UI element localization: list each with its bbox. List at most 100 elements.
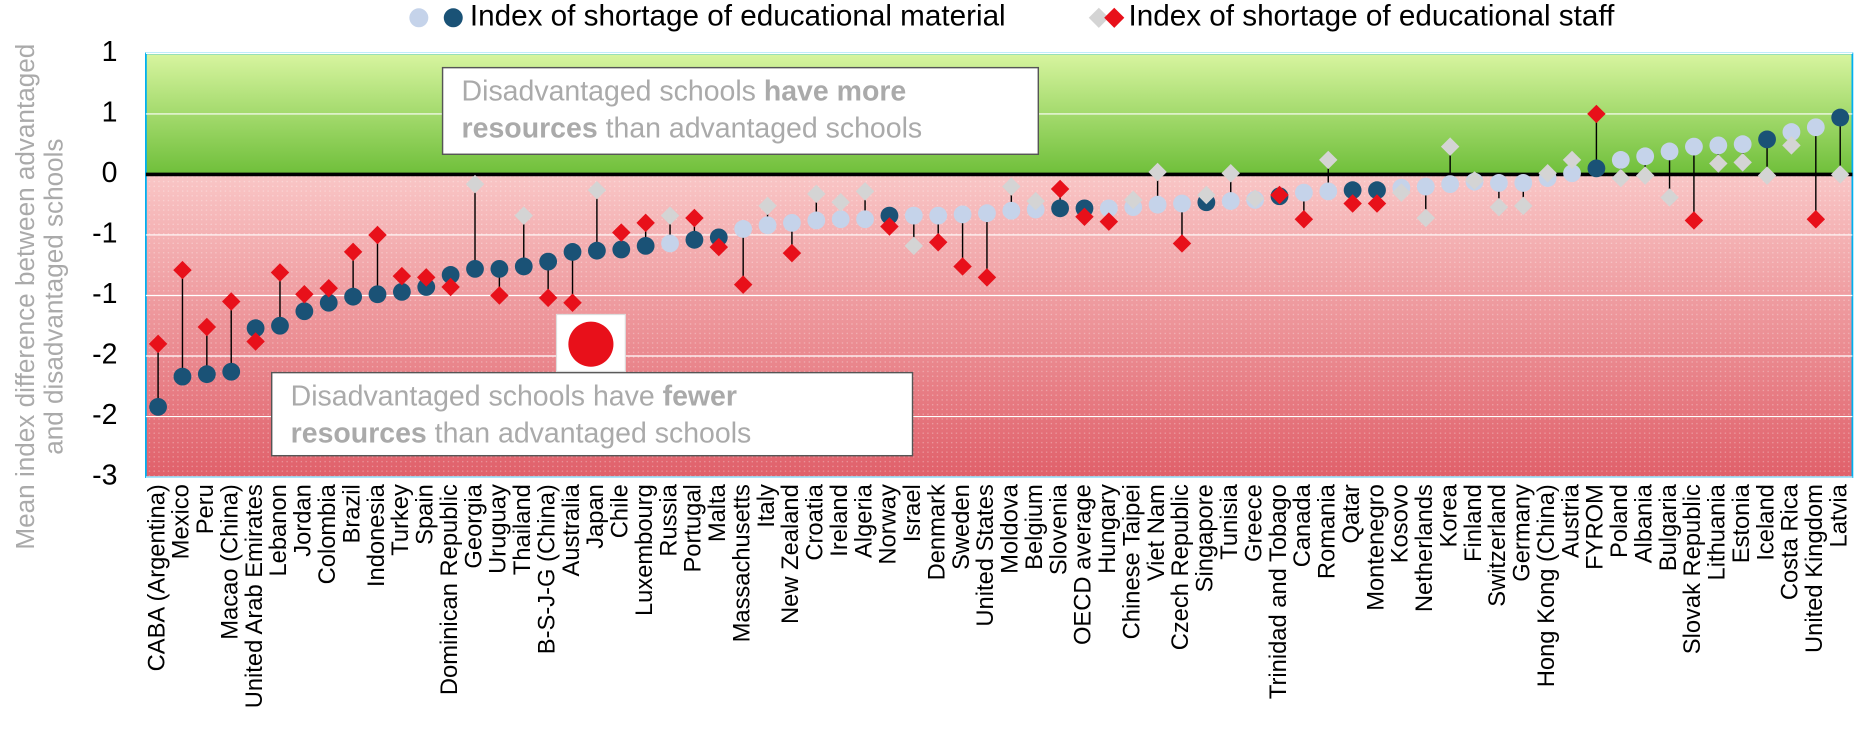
annotation-part: fewer [663,380,737,412]
material-dot [685,230,704,249]
staff-diamond [368,225,387,245]
material-dot [222,362,241,381]
staff-diamond [587,180,607,200]
material-dot [1099,199,1118,218]
x-tick-label: Croatia [803,483,829,560]
staff-diamond [807,184,826,204]
material-dot [929,206,948,225]
x-tick-label: Israel [900,484,926,542]
material-dot [1806,118,1825,137]
material-dot [441,266,460,284]
material-dot [1782,123,1801,141]
x-tick-label: Hungary [1095,484,1121,574]
x-tick-label: Austria [1558,483,1584,558]
legend-marker [409,8,429,28]
x-tick-label: Mexico [169,484,195,559]
x-tick-label: Slovenia [1046,483,1072,575]
x-tick-label: Singapore [1193,484,1219,592]
material-dot [149,397,167,416]
x-tick-label: CABA (Argentina) [144,484,170,671]
material-dot [709,228,728,247]
x-tick-label: Russia [656,483,682,556]
annotation-text: resources than advantaged schools [462,112,923,144]
y-tick-label: 1 [102,96,118,128]
x-tick-label: Albania [1631,483,1657,563]
material-dot [904,206,923,225]
material-dot [1660,142,1679,161]
material-dot [831,210,850,229]
material-dot [563,243,582,261]
material-dot [1489,174,1508,192]
staff-diamond [465,174,485,194]
y-tick-label: -2 [92,339,117,371]
material-dot [1611,151,1630,169]
x-tick-label: Estonia [1729,483,1755,563]
x-tick-label: Kosovo [1388,484,1414,563]
x-tick-label: Canada [1290,483,1316,567]
x-tick-label: Luxembourg [632,484,658,616]
y-axis-title: Mean index difference between advantaged [10,44,40,550]
annotation-box [270,371,914,457]
x-tick-label: Romania [1315,483,1341,579]
material-dot [758,216,777,235]
material-dot [344,287,363,306]
x-tick-label: Tunisia [1217,483,1243,559]
x-tick-label: Poland [1607,484,1633,558]
x-tick-label: United Kingdom [1802,484,1828,653]
material-dot [1587,159,1606,178]
x-tick-label: Georgia [461,483,487,568]
x-tick-label: Chinese Taipei [1119,484,1145,639]
staff-diamond [636,213,655,233]
y-tick-label: 1 [102,36,118,68]
material-dot [856,210,874,229]
x-tick-label: Belgium [1022,484,1048,570]
material-dot [1343,181,1362,200]
annotation-part: resources [462,112,598,144]
annotation-part: Disadvantaged schools [462,75,764,107]
x-tick-label: Thailand [510,484,536,575]
material-dot [1416,177,1435,196]
annotation-part: than advantaged schools [598,112,922,144]
x-tick-label: Algeria [851,483,877,558]
x-tick-label: OECD average [1071,484,1097,645]
flag-icon [555,313,626,373]
x-tick-label: Viet Nam [1144,484,1170,581]
staff-diamond [295,285,314,304]
staff-diamond [1123,190,1143,210]
x-tick-label: Peru [193,484,219,534]
staff-diamond [928,233,948,252]
staff-diamond [197,317,217,337]
material-dot [1002,201,1021,220]
material-dot [197,365,216,384]
x-tick-label: Netherlands [1412,484,1438,612]
material-dot [1368,181,1386,200]
staff-diamond [1026,191,1045,211]
plot-background [145,52,1854,478]
staff-diamond [709,237,729,257]
x-tick-label: New Zealand [778,484,804,624]
material-dot [466,259,484,278]
x-tick-label: Greece [1241,484,1267,562]
x-tick-label: Malta [705,483,731,542]
x-tick-label: Slovak Republic [1680,484,1706,654]
x-tick-label: Colombia [315,483,341,584]
material-dot [1563,164,1581,183]
x-tick-label: Jordan [291,484,317,557]
staff-diamond [538,288,558,308]
material-dot [514,257,533,276]
x-tick-label: Dominican Republic [437,484,463,695]
material-dot [636,236,655,255]
staff-diamond [343,242,363,262]
material-dot [880,206,899,225]
staff-diamond [221,292,241,311]
y-tick-label: 0 [102,157,118,189]
material-dot [417,278,436,296]
x-tick-label: Montenegro [1363,484,1389,611]
material-dot [953,205,972,224]
staff-diamond [392,266,412,286]
x-tick-label: Italy [754,484,780,528]
x-tick-label: Moldova [998,483,1024,573]
x-tick-label: Korea [1436,483,1462,547]
x-tick-label: United States [973,484,999,626]
